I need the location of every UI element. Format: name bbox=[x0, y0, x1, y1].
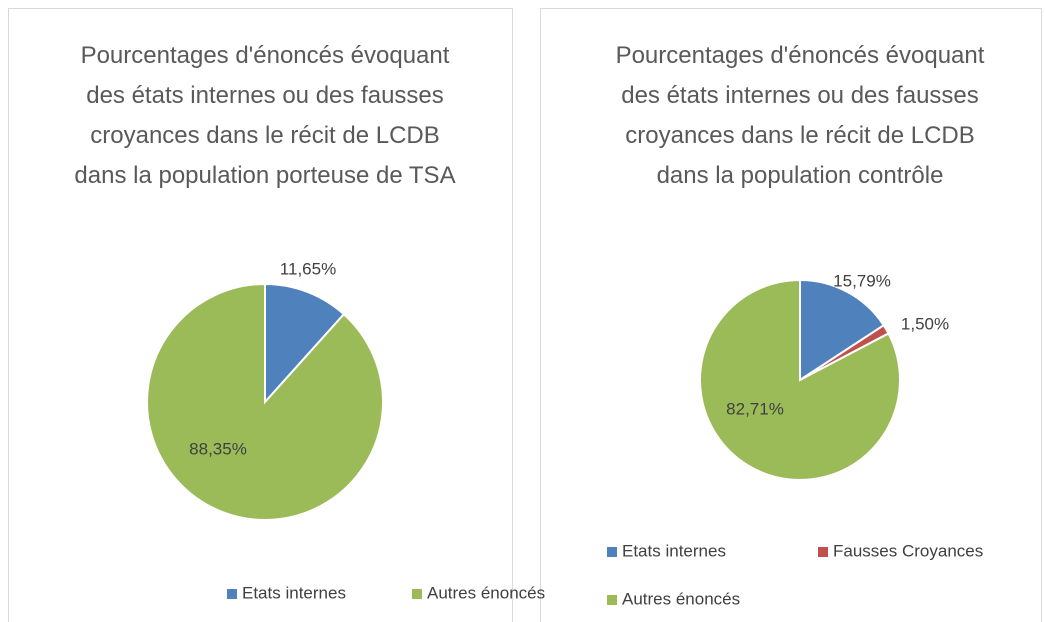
data-label: 82,71% bbox=[726, 399, 784, 418]
pie-slice bbox=[146, 282, 384, 521]
data-label: 15,79% bbox=[833, 271, 891, 290]
legend-swatch bbox=[607, 595, 617, 605]
pie-slice bbox=[699, 278, 901, 481]
chart-title: Pourcentages d'énoncés évoquant des état… bbox=[74, 42, 456, 189]
legend-swatch bbox=[818, 547, 828, 557]
legend-label: Fausses Croyances bbox=[833, 541, 983, 560]
chart-title: Pourcentages d'énoncés évoquant des état… bbox=[615, 42, 985, 189]
legend-swatch bbox=[227, 589, 237, 599]
legend-label: Etats internes bbox=[622, 541, 726, 560]
chart-panel bbox=[540, 8, 1042, 622]
legend-label: Etats internes bbox=[242, 583, 346, 602]
pie-slice bbox=[264, 282, 346, 405]
legend-swatch bbox=[412, 589, 422, 599]
chart-panel bbox=[8, 8, 513, 622]
legend-label: Autres énoncés bbox=[427, 583, 545, 602]
pie-slice bbox=[799, 278, 886, 382]
legend-label: Autres énoncés bbox=[622, 589, 740, 608]
data-label: 11,65% bbox=[280, 259, 336, 278]
legend-swatch bbox=[607, 547, 617, 557]
data-label: 1,50% bbox=[901, 314, 949, 333]
data-label: 88,35% bbox=[189, 439, 247, 458]
